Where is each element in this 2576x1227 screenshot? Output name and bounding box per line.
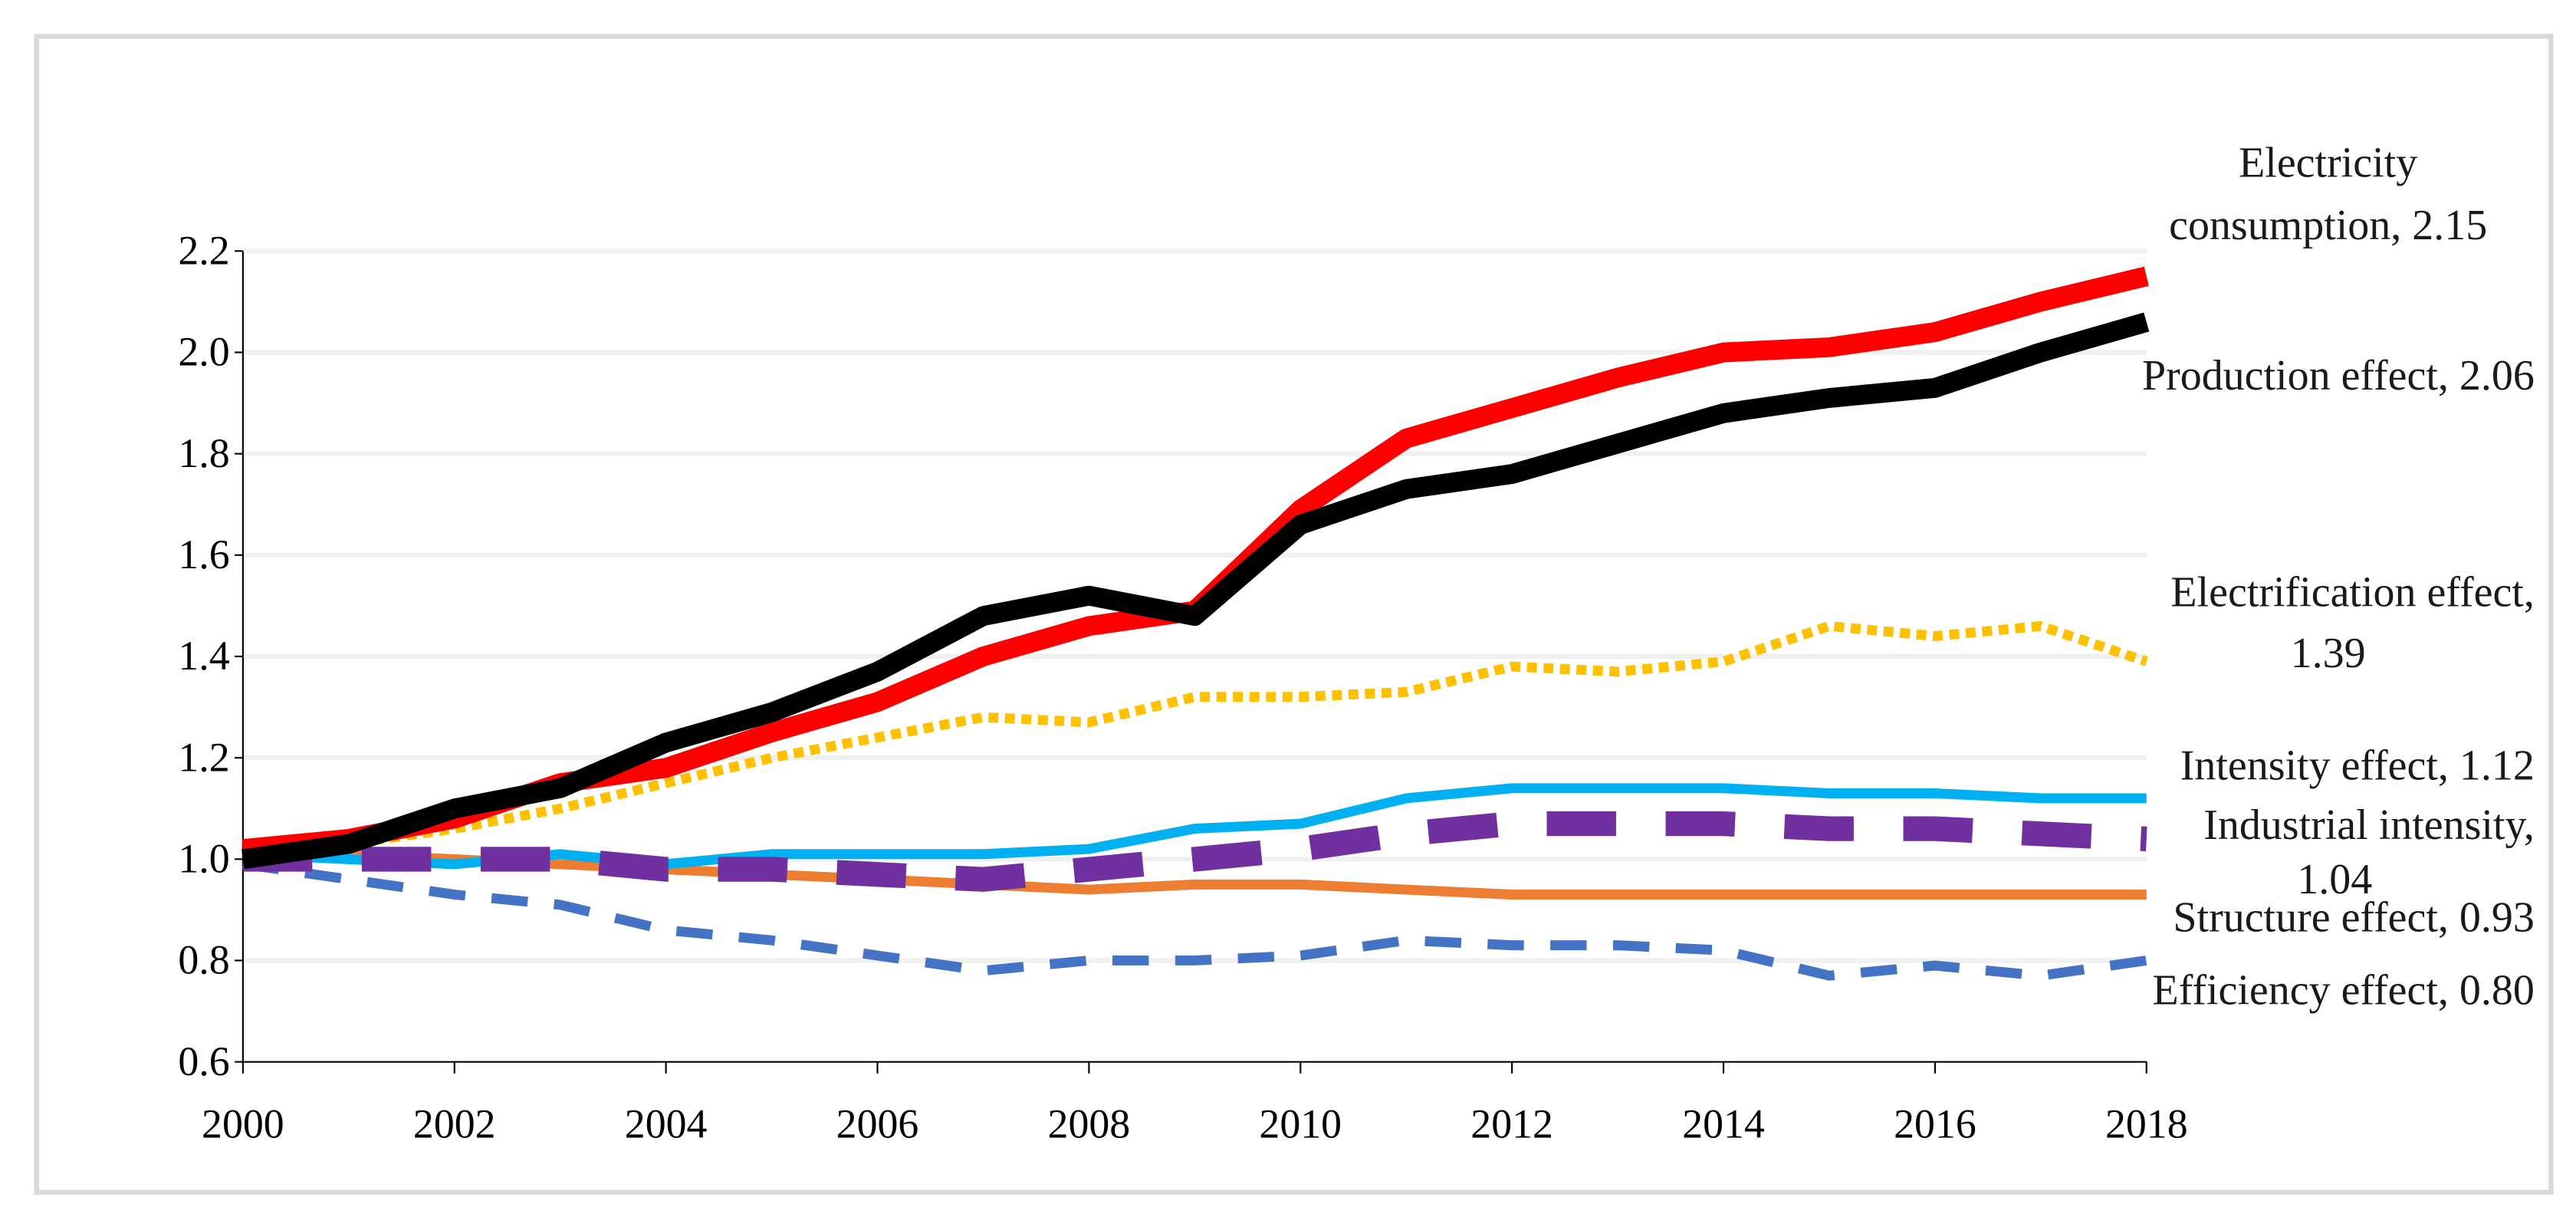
data-label-industrial-intensity: 1.04 — [2297, 856, 2372, 903]
data-label-electrification-effect: Electrification effect, — [2170, 568, 2534, 616]
y-tick-label: 2.2 — [178, 228, 229, 274]
data-label-structure-effect: Structure effect, 0.93 — [2173, 894, 2534, 942]
y-tick-label: 2.0 — [178, 329, 229, 375]
x-tick-label: 2014 — [1682, 1101, 1765, 1147]
data-label-industrial-intensity: Industrial intensity, — [2203, 801, 2535, 849]
data-label-efficiency-effect: Efficiency effect, 0.80 — [2153, 966, 2535, 1014]
y-tick-label: 0.6 — [178, 1038, 229, 1084]
y-tick-label: 1.4 — [178, 633, 229, 679]
x-tick-label: 2000 — [202, 1101, 284, 1147]
series-line-production-effect — [242, 312, 2150, 870]
x-tick-label: 2008 — [1048, 1101, 1131, 1147]
series-line-industrial-intensity — [242, 811, 2147, 892]
x-tick-label: 2002 — [413, 1101, 496, 1147]
y-tick-label: 1.8 — [178, 430, 229, 476]
series-line-intensity-effect — [242, 783, 2147, 870]
data-label-electricity-consumption: Electricity — [2239, 139, 2417, 186]
x-tick-label: 2010 — [1259, 1101, 1342, 1147]
y-tick-label: 0.8 — [178, 937, 229, 983]
y-tick-label: 1.6 — [178, 531, 229, 577]
x-tick-label: 2004 — [625, 1101, 708, 1147]
series-line-efficiency-effect — [242, 859, 2147, 981]
x-tick-label: 2012 — [1470, 1101, 1553, 1147]
series-line-electrification-effect — [242, 620, 2148, 864]
data-label-electrification-effect: 1.39 — [2291, 630, 2366, 677]
data-label-production-effect: Production effect, 2.06 — [2142, 352, 2535, 400]
y-tick-label: 1.0 — [178, 836, 229, 882]
data-label-electricity-consumption: consumption, 2.15 — [2169, 202, 2487, 249]
chart-frame — [34, 34, 2554, 1196]
series-line-structure-effect — [242, 849, 2147, 900]
x-tick-label: 2016 — [1894, 1101, 1976, 1147]
y-tick-label: 1.2 — [178, 734, 229, 780]
x-tick-label: 2018 — [2105, 1101, 2188, 1147]
x-tick-label: 2006 — [836, 1101, 919, 1147]
data-label-intensity-effect: Intensity effect, 1.12 — [2180, 742, 2535, 789]
